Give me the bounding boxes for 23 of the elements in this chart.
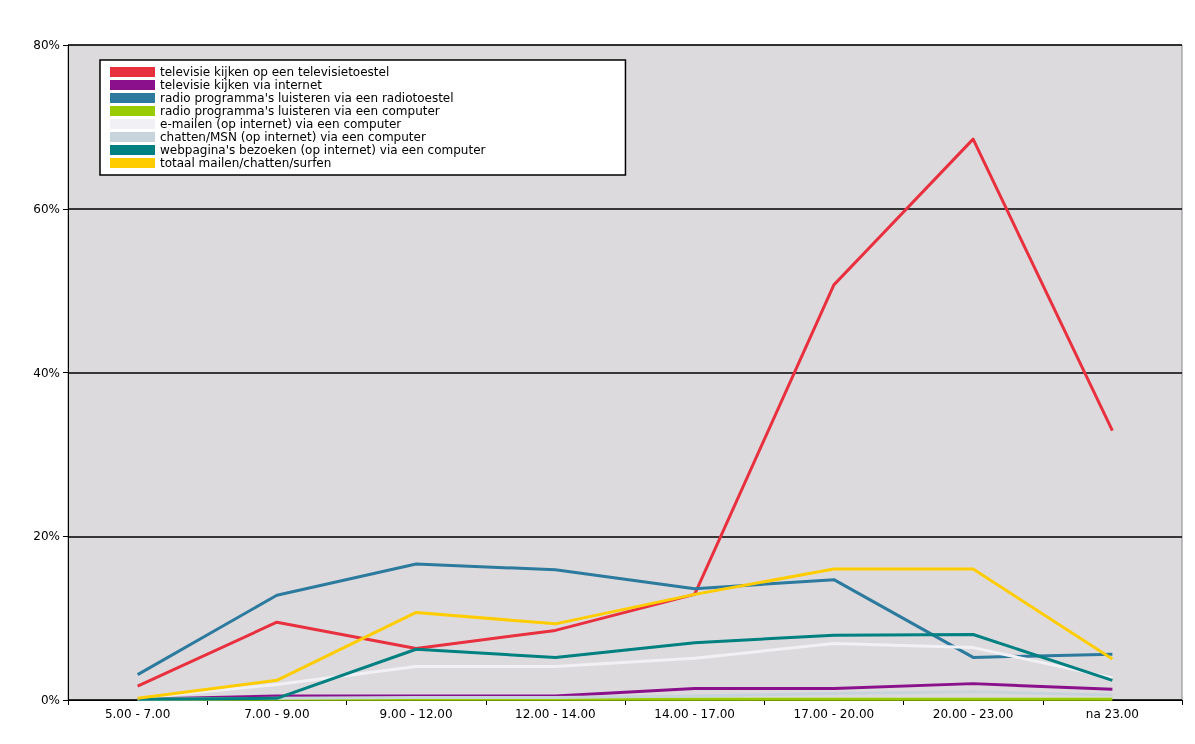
legend-label: televisie kijken op een televisietoestel [160,65,390,79]
y-tick-label: 80% [33,38,60,52]
line-series [136,567,1114,700]
line-series [136,562,1114,677]
x-tick-label: 17.00 - 20.00 [793,707,875,721]
legend-label: e-mailen (op internet) via een computer [160,117,402,131]
legend-label: radio programma's luisteren via een computer [160,104,440,118]
x-tick-label: 7.00 - 9.00 [244,707,310,721]
legend-label: totaal mailen/chatten/surfen [160,156,332,170]
y-tick-label: 0% [40,693,60,707]
x-tick-label: 12.00 - 14.00 [515,707,596,721]
legend-label: radio programma's luisteren via een radiotoestel [160,91,454,105]
x-tick-label: na 23.00 [1085,707,1139,721]
y-tick-label: 20% [33,529,60,544]
x-tick-label: 9.00 - 12.00 [379,707,453,721]
x-tick-label: 20.00 - 23.00 [932,707,1014,721]
legend-label: chatten/MSN (op internet) via een computer [160,130,426,144]
legend-label: televisie kijken via internet [160,78,323,92]
legend-label: webpagina's bezoeken (op internet) via een computer [160,143,486,157]
y-tick-label: 60% [33,201,60,216]
y-tick-label: 40% [33,365,60,380]
x-tick-label: 14.00 - 17.00 [654,707,735,721]
x-tick-label: 5.00 - 7.00 [104,707,171,721]
